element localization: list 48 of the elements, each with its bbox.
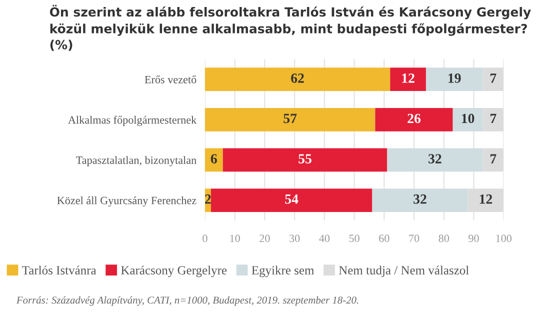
data-label: 12 [402,74,414,83]
x-tick-label: 50 [349,234,360,242]
bar [390,68,426,92]
x-tick-label: 70 [409,234,420,242]
x-tick-label: 60 [379,234,390,242]
bar [387,148,483,172]
bar [452,108,483,132]
text: Forrás: Századvég Alapítvány, CATI, n=1000, Budapest, 2019. szeptember 18-20. [16,296,358,306]
data-label: 55 [298,154,312,164]
bar [204,148,223,172]
data-label: 7 [490,74,496,83]
data-label: 6 [210,154,217,164]
bar [210,188,372,212]
y-tick-label: Tapasztalatlan, bizonytalan [76,156,196,166]
bar [372,188,468,212]
data-label: 54 [285,194,298,204]
data-label: 26 [408,114,421,124]
bar [375,108,453,132]
data-label: 10 [462,114,474,124]
bar [204,68,390,92]
x-tick-label: 0 [202,234,208,242]
legend-label: Nem tudja / Nem válaszol [338,266,469,278]
bar [222,148,388,172]
x-tick-label: 30 [290,234,300,242]
legend-label: Tarlós Istvánra [22,266,96,275]
data-label: 32 [414,194,426,204]
data-label: 2 [205,194,211,204]
data-label: 57 [284,114,297,124]
bar [426,68,483,92]
bar [204,108,376,132]
chart-title: Ön szerint az alább felsoroltakra Tarlós István és Karácsony Gergely közül melyikük lenne alkalmasabb, mint budapesti főpolgármester? (%) [50,4,531,51]
data-label: 62 [291,74,304,83]
y-tick-label: Alkalmas főpolgármesternek [68,116,197,126]
x-tick-label: 100 [496,234,512,242]
legend-label: Karácsony Gergelyre [121,266,227,278]
data-label: 7 [490,154,496,164]
legend-label: Egyikre sem [252,266,314,278]
x-tick-label: 80 [438,234,450,242]
data-label: 12 [480,194,492,204]
x-tick-label: 10 [230,234,240,242]
data-label: 19 [448,74,461,83]
x-tick-label: 40 [319,234,330,242]
y-tick-label: Erős vezető [144,76,196,84]
data-label: 7 [490,114,496,124]
x-tick-label: 20 [260,234,270,242]
data-label: 32 [428,154,442,164]
x-tick-label: 90 [468,234,479,242]
y-tick-label: Közel áll Gyurcsány Ferenchez [57,196,196,207]
